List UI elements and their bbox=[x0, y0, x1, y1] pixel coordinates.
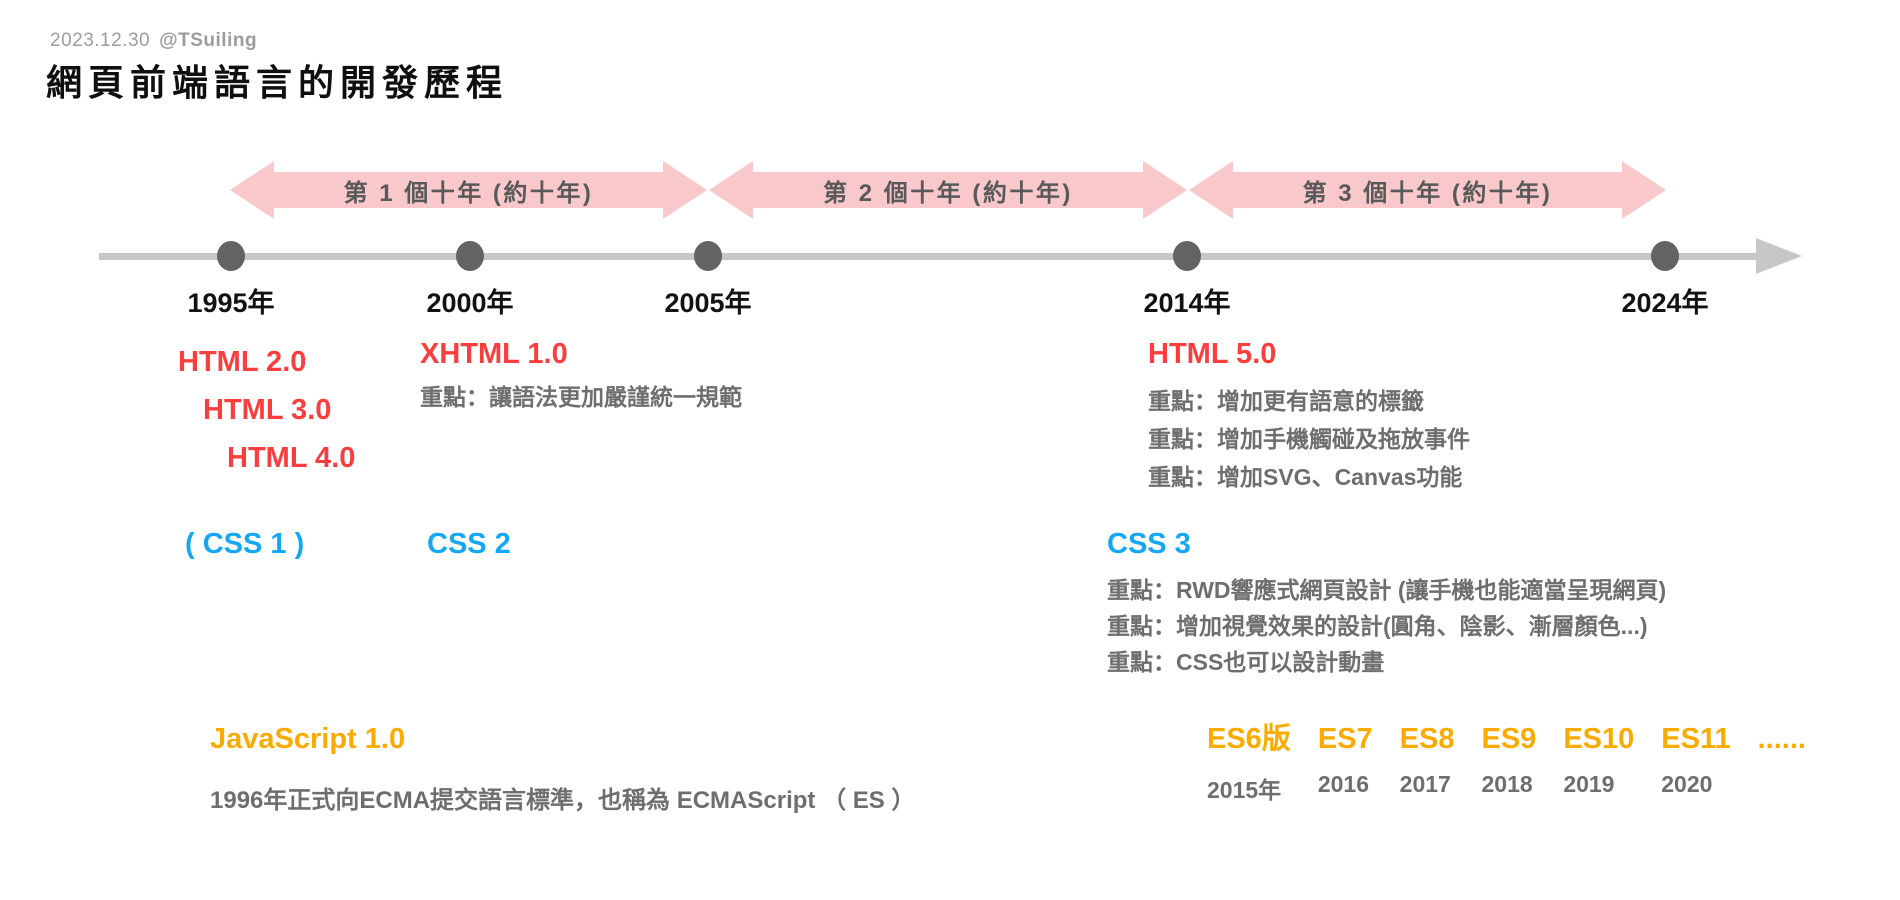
css2-label: CSS 2 bbox=[427, 528, 511, 560]
es-item-more: ...... bbox=[1758, 722, 1806, 771]
css3-note-2: 重點：增加視覺效果的設計(圓角、陰影、漸層顏色...) bbox=[1107, 613, 1648, 639]
javascript-note: 1996年正式向ECMA提交語言標準，也稱為 ECMAScript （ ES ） bbox=[210, 787, 916, 814]
es-more-label: ...... bbox=[1757, 723, 1806, 755]
timeline-line bbox=[99, 253, 1756, 260]
xhtml-title: XHTML 1.0 bbox=[420, 338, 568, 370]
credit: 2023.12.30 @TSuiling bbox=[50, 30, 257, 52]
credit-author: @TSuiling bbox=[159, 30, 258, 51]
timeline-dot-2005 bbox=[694, 241, 722, 271]
es8-year: 2017 bbox=[1399, 771, 1451, 797]
html5-title: HTML 5.0 bbox=[1148, 338, 1277, 370]
es10-label: ES10 bbox=[1563, 723, 1635, 755]
es6-label: ES6版 bbox=[1207, 723, 1291, 755]
css3-section: CSS 3 重點：RWD響應式網頁設計 (讓手機也能適當呈現網頁) 重點：增加視… bbox=[1107, 528, 1666, 680]
es11-label: ES11 bbox=[1661, 723, 1731, 755]
es6-year: 2015年 bbox=[1207, 777, 1282, 803]
decade-arrow-2: 第 2 個十年 (約十年) bbox=[709, 161, 1187, 219]
decade-arrow-1-label: 第 1 個十年 (約十年) bbox=[343, 179, 594, 207]
html5-note-3: 重點：增加SVG、Canvas功能 bbox=[1148, 464, 1463, 490]
html5-section: HTML 5.0 重點：增加更有語意的標籤 重點：增加手機觸碰及拖放事件 重點：… bbox=[1148, 338, 1470, 496]
javascript-title: JavaScript 1.0 bbox=[210, 723, 406, 755]
css3-note-3: 重點：CSS也可以設計動畫 bbox=[1107, 649, 1385, 675]
es-item-es6: ES6版 2015年 bbox=[1207, 722, 1291, 805]
html5-note-2: 重點：增加手機觸碰及拖放事件 bbox=[1148, 426, 1470, 452]
css3-title: CSS 3 bbox=[1107, 528, 1191, 560]
year-label-2024: 2024年 bbox=[1621, 288, 1709, 318]
timeline-dot-2014 bbox=[1173, 241, 1201, 271]
html-early-versions: HTML 2.0 HTML 3.0 HTML 4.0 bbox=[178, 338, 355, 482]
es-item-es7: ES7 2016 bbox=[1318, 722, 1373, 798]
es8-label: ES8 bbox=[1399, 723, 1455, 755]
credit-date: 2023.12.30 bbox=[50, 30, 151, 51]
year-label-1995: 1995年 bbox=[187, 288, 275, 318]
xhtml-note-1: 重點：讓語法更加嚴謹統一規範 bbox=[420, 384, 742, 410]
decade-arrow-3-label: 第 3 個十年 (約十年) bbox=[1302, 179, 1553, 207]
es-versions-row: ES6版 2015年 ES7 2016 ES8 2017 ES9 2018 ES… bbox=[1207, 722, 1806, 805]
html2-label: HTML 2.0 bbox=[178, 346, 307, 378]
decade-arrow-2-label: 第 2 個十年 (約十年) bbox=[823, 179, 1073, 207]
html5-note-1: 重點：增加更有語意的標籤 bbox=[1148, 388, 1424, 414]
es9-year: 2018 bbox=[1481, 771, 1533, 797]
es11-year: 2020 bbox=[1661, 771, 1713, 797]
year-label-2005: 2005年 bbox=[664, 288, 752, 318]
javascript-section: JavaScript 1.0 1996年正式向ECMA提交語言標準，也稱為 EC… bbox=[210, 722, 915, 815]
timeline-dot-1995 bbox=[217, 241, 245, 271]
es-item-es8: ES8 2017 bbox=[1400, 722, 1455, 798]
css3-note-1: 重點：RWD響應式網頁設計 (讓手機也能適當呈現網頁) bbox=[1107, 577, 1667, 603]
decade-arrow-3: 第 3 個十年 (約十年) bbox=[1189, 161, 1666, 219]
html3-label: HTML 3.0 bbox=[203, 394, 332, 426]
html4-label: HTML 4.0 bbox=[227, 442, 356, 474]
xhtml-section: XHTML 1.0 重點：讓語法更加嚴謹統一規範 bbox=[420, 338, 742, 412]
timeline-dot-2000 bbox=[456, 241, 484, 271]
es-item-es11: ES11 2020 bbox=[1661, 722, 1730, 798]
es-item-es9: ES9 2018 bbox=[1481, 722, 1536, 798]
es7-year: 2016 bbox=[1317, 771, 1369, 797]
year-label-2000: 2000年 bbox=[426, 288, 514, 318]
es-item-es10: ES10 2019 bbox=[1563, 722, 1634, 798]
es7-label: ES7 bbox=[1317, 723, 1373, 755]
page-title: 網頁前端語言的開發歷程 bbox=[46, 62, 509, 103]
es9-label: ES9 bbox=[1481, 723, 1537, 755]
timeline-dot-2024 bbox=[1651, 241, 1679, 271]
decade-arrow-1: 第 1 個十年 (約十年) bbox=[230, 161, 707, 219]
year-label-2014: 2014年 bbox=[1143, 288, 1231, 318]
css1-label: ( CSS 1 ) bbox=[185, 528, 305, 560]
timeline-arrowhead-icon bbox=[1756, 238, 1802, 274]
es10-year: 2019 bbox=[1563, 771, 1615, 797]
